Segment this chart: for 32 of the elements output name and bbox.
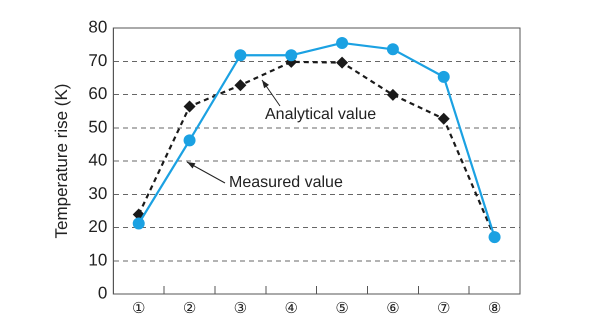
point [386, 88, 399, 101]
y-tick-label: 50 [88, 117, 108, 136]
point [184, 100, 196, 112]
x-tick-label: ⑥ [386, 298, 400, 317]
x-tick-label: ② [182, 298, 196, 317]
y-axis-title: Temperature rise (K) [52, 84, 71, 238]
y-tick-label: 30 [88, 184, 108, 203]
annotation: Measured value [229, 174, 343, 192]
point [386, 43, 399, 56]
y-tick-label: 20 [88, 217, 108, 236]
point [285, 49, 298, 62]
y-tick-label: 70 [88, 50, 108, 70]
y-tick-label: 10 [88, 250, 108, 270]
point [336, 56, 348, 69]
point [184, 134, 196, 146]
x-tick-label: ④ [284, 298, 298, 317]
point [234, 49, 246, 62]
point [234, 79, 246, 92]
y-tick-label: 80 [88, 18, 108, 37]
point [438, 70, 450, 83]
x-tick-label: ⑦ [437, 298, 450, 317]
x-tick-label: ③ [234, 298, 248, 317]
point [132, 218, 145, 230]
x-tick-label: ⑧ [488, 298, 502, 317]
annotation: Analytical value [265, 106, 376, 124]
y-tick-label: 0 [98, 284, 108, 303]
y-tick-label: 60 [88, 84, 108, 104]
y-tick-label: 40 [88, 150, 108, 170]
point [438, 112, 450, 125]
x-tick-label: ⑤ [335, 298, 349, 317]
x-tick-label: ① [132, 298, 146, 317]
point [336, 36, 348, 49]
